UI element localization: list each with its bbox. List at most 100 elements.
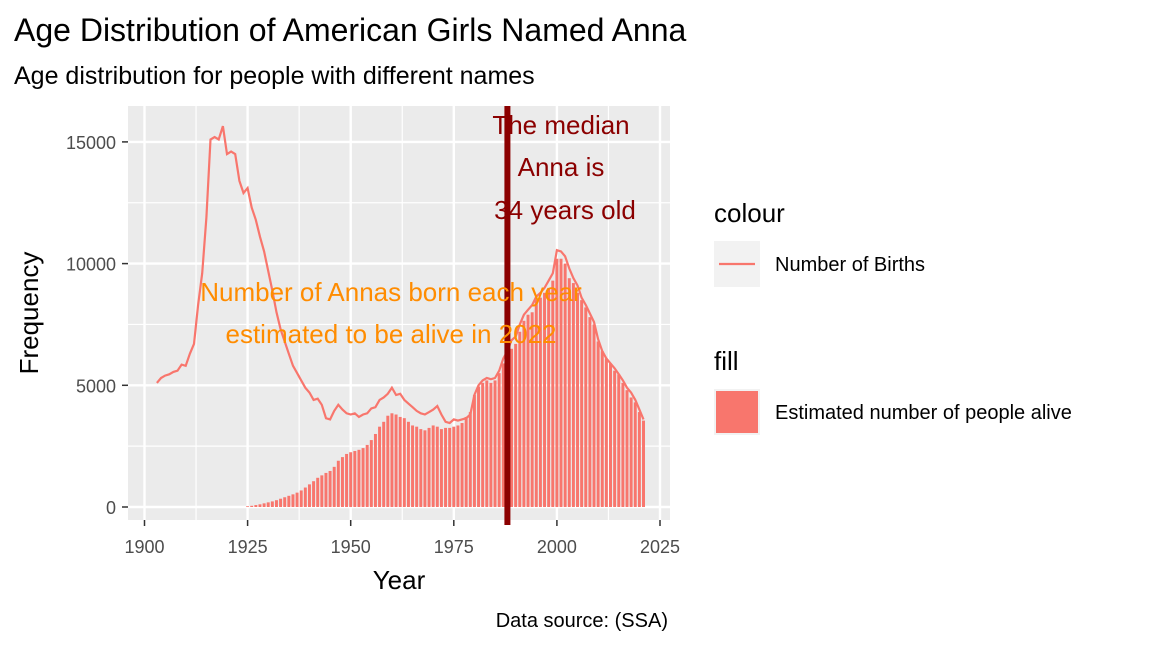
bar — [262, 503, 266, 507]
bar — [283, 497, 287, 507]
bar — [299, 490, 303, 507]
bar — [596, 341, 600, 507]
bar — [250, 505, 254, 507]
y-tick-label: 0 — [106, 498, 116, 518]
bar — [493, 380, 497, 507]
bar — [580, 300, 584, 507]
bar — [600, 351, 604, 507]
bar — [551, 280, 555, 507]
bar — [497, 373, 501, 507]
bar — [303, 487, 307, 507]
x-tick-label: 2000 — [537, 537, 577, 557]
bar — [522, 320, 526, 507]
legend-fill-label: Estimated number of people alive — [775, 402, 1072, 424]
bar — [567, 278, 571, 507]
bar — [246, 506, 250, 507]
x-axis: 1900 1925 1950 1975 2000 2025 — [124, 520, 680, 557]
legend: colour Number of Births fill Estimated n… — [714, 198, 1072, 435]
x-tick-label: 1975 — [434, 537, 474, 557]
bar — [617, 374, 621, 507]
legend-colour-title: colour — [714, 198, 785, 228]
bar — [365, 444, 369, 507]
bar — [378, 426, 382, 507]
bar — [369, 440, 373, 507]
x-tick-label: 2025 — [640, 537, 680, 557]
bars-estimated-alive — [246, 258, 645, 507]
bar — [460, 423, 464, 507]
bar — [472, 395, 476, 507]
bar — [423, 430, 427, 507]
bar — [530, 312, 534, 507]
bar — [353, 451, 357, 507]
bar — [258, 504, 262, 507]
births-annotation-line-2: estimated to be alive in 2022 — [226, 319, 557, 349]
bar — [419, 429, 423, 507]
bar — [625, 390, 629, 507]
bar — [415, 426, 419, 507]
y-axis: 0 5000 10000 15000 — [66, 133, 128, 518]
bar — [394, 414, 398, 507]
bar — [316, 477, 320, 507]
legend-fill-title: fill — [714, 346, 739, 376]
bar — [642, 420, 645, 507]
bar — [613, 370, 617, 507]
median-annotation-line-1: The median — [492, 110, 629, 140]
bar — [555, 258, 559, 507]
bar — [291, 494, 295, 507]
bar — [534, 300, 538, 507]
bar — [411, 425, 415, 507]
bar — [592, 324, 596, 507]
bar — [637, 412, 641, 507]
bar — [274, 500, 278, 507]
bar — [386, 415, 390, 507]
bar — [621, 382, 625, 507]
bar — [435, 426, 439, 507]
births-line — [156, 125, 645, 425]
bar — [629, 397, 633, 507]
caption: Data source: (SSA) — [496, 610, 668, 632]
bar — [431, 425, 435, 507]
y-tick-label: 5000 — [76, 376, 116, 396]
bar — [584, 307, 588, 507]
bar — [357, 449, 361, 507]
legend-fill-swatch — [716, 391, 758, 433]
y-axis-title: Frequency — [14, 252, 44, 375]
bar — [485, 380, 489, 507]
chart-subtitle: Age distribution for people with differe… — [14, 62, 535, 90]
bar — [279, 498, 283, 507]
bar — [538, 297, 542, 507]
legend-colour-label: Number of Births — [775, 254, 925, 276]
bar — [563, 263, 567, 507]
bar — [345, 453, 349, 507]
bar — [633, 402, 637, 507]
bar — [349, 452, 353, 507]
chart-title: Age Distribution of American Girls Named… — [14, 12, 687, 48]
median-annotation-line-3: 34 years old — [494, 195, 636, 225]
births-annotation-line-1: Number of Annas born each year — [200, 277, 582, 307]
bar — [571, 283, 575, 507]
bar — [336, 460, 340, 507]
bar — [312, 481, 316, 507]
bar — [254, 505, 258, 507]
bar — [510, 348, 514, 507]
bar — [266, 502, 270, 507]
bar — [382, 421, 386, 507]
x-tick-label: 1925 — [228, 537, 268, 557]
x-tick-label: 1950 — [331, 537, 371, 557]
median-annotation-line-2: Anna is — [518, 152, 605, 182]
bar — [406, 421, 410, 507]
x-tick-label: 1900 — [124, 537, 164, 557]
bar — [468, 412, 472, 507]
bar — [448, 427, 452, 507]
bar — [559, 258, 563, 507]
bar — [518, 331, 522, 507]
bar — [307, 484, 311, 507]
bar — [324, 472, 328, 507]
bar — [464, 416, 468, 507]
bar — [477, 386, 481, 507]
y-tick-label: 10000 — [66, 255, 116, 275]
bar — [320, 475, 324, 507]
bar — [576, 292, 580, 507]
bar — [452, 426, 456, 507]
